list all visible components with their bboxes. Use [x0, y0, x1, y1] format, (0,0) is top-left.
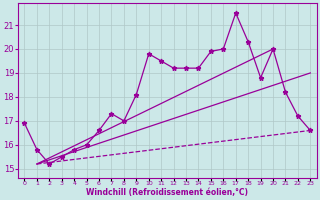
X-axis label: Windchill (Refroidissement éolien,°C): Windchill (Refroidissement éolien,°C) — [86, 188, 248, 197]
